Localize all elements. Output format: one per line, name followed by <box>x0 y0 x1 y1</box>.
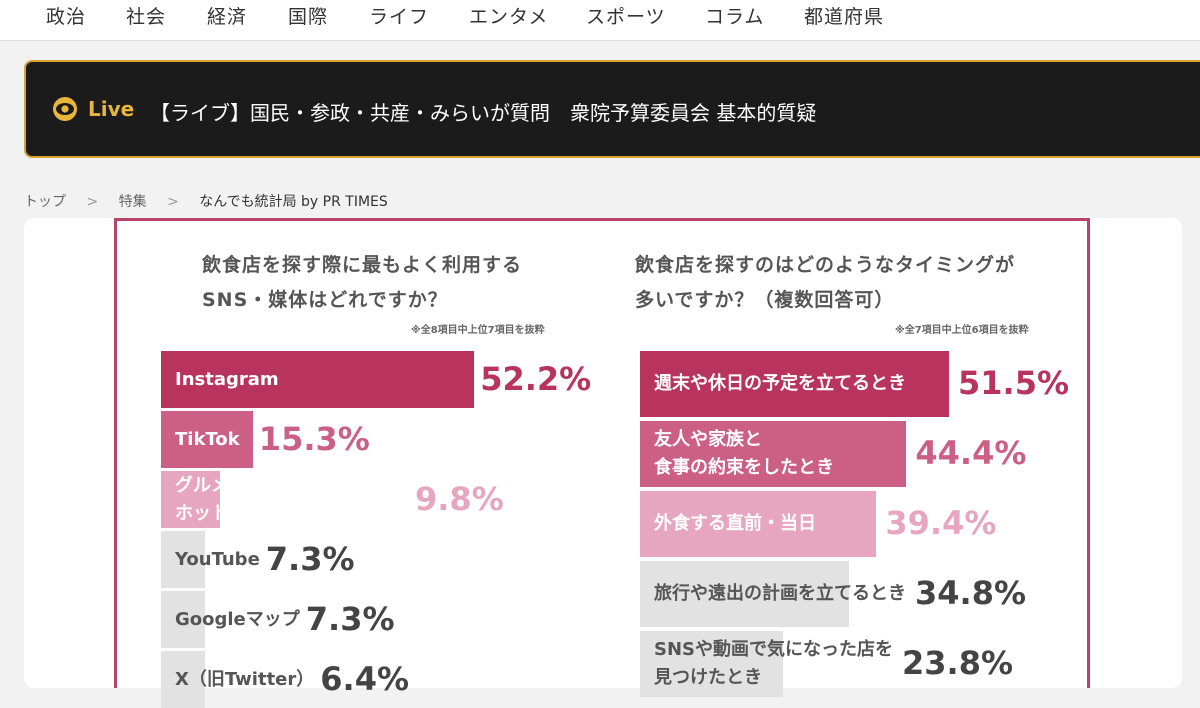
breadcrumb-separator: > <box>86 194 99 210</box>
bar-label: SNSや動画で気になった店を 見つけたとき <box>654 636 893 692</box>
bar-label-line: 食事の約束をしたとき <box>654 457 834 478</box>
bar-value: 23.8% <box>902 644 1014 682</box>
survey-infographic: 飲食店を探す際に最もよく利用する SNS・媒体はどれですか？ ※全8項目中上位7… <box>114 218 1090 708</box>
bar-value: 34.8% <box>915 574 1027 612</box>
bar-value: 44.4% <box>915 434 1027 472</box>
chart-bar <box>161 471 220 528</box>
nav-item-politics[interactable]: 政治 <box>46 6 87 28</box>
chart-bar <box>161 531 205 588</box>
bar-value: 7.3% <box>265 539 355 578</box>
nav-item-society[interactable]: 社会 <box>126 6 167 28</box>
nav-item-sports[interactable]: スポーツ <box>586 6 666 28</box>
chart-right-title: 飲食店を探すのはどのようなタイミングが 多いですか？（複数回答可） <box>635 248 1015 318</box>
bar-label: 友人や家族と食事の約束をしたとき <box>654 426 834 482</box>
nav-item-prefectures[interactable]: 都道府県 <box>804 6 885 28</box>
nav-item-entertainment[interactable]: エンタメ <box>469 6 549 28</box>
chart-left-title: 飲食店を探す際に最もよく利用する SNS・媒体はどれですか？ <box>202 248 522 318</box>
chart-left-title-line1: 飲食店を探す際に最もよく利用する <box>202 254 523 276</box>
bar-label-line: SNSや動画で気になった店を <box>654 639 893 660</box>
top-nav: 政治 社会 経済 国際 ライフ エンタメ スポーツ コラム 都道府県 <box>0 0 1200 41</box>
breadcrumb-current: なんでも統計局 by PR TIMES <box>199 194 388 210</box>
bar-label: 週末や休日の予定を立てるとき <box>654 373 906 394</box>
bar-label: 外食する直前・当日 <box>654 513 816 534</box>
bar-label: TikTok <box>175 428 240 450</box>
nav-item-economy[interactable]: 経済 <box>207 6 248 28</box>
bar-value: 51.5% <box>958 364 1070 402</box>
nav-item-column[interactable]: コラム <box>705 6 765 28</box>
bar-value: 9.8% <box>415 479 504 518</box>
chart-left-title-line2: SNS・媒体はどれですか？ <box>202 289 448 311</box>
bar-label: 旅行や遠出の計画を立てるとき <box>654 583 906 604</box>
bar-value: 7.3% <box>305 599 395 638</box>
bar-value: 39.4% <box>885 504 997 542</box>
live-banner[interactable]: Live 【ライブ】国民・参政・共産・みらいが質問 衆院予算委員会 基本的質疑 <box>24 60 1200 158</box>
breadcrumb-feature[interactable]: 特集 <box>118 194 147 210</box>
nav-item-life[interactable]: ライフ <box>369 6 430 28</box>
breadcrumb-top[interactable]: トップ <box>24 194 66 210</box>
bar-label: X（旧Twitter） <box>175 668 315 690</box>
bar-label-line: 見つけたとき <box>654 667 762 688</box>
breadcrumb: トップ > 特集 > なんでも統計局 by PR TIMES <box>24 191 388 211</box>
chart-bar <box>640 351 949 417</box>
chart-bar <box>640 421 907 487</box>
eye-icon <box>53 97 77 121</box>
bar-label-line: ホットペッパーグルメなど） <box>175 502 409 524</box>
bar-label: Googleマップ <box>175 608 300 630</box>
chart-bar <box>161 591 205 648</box>
live-label: Live <box>88 97 135 121</box>
chart-left-note: ※全8項目中上位7項目を抜粋 <box>411 325 545 336</box>
bar-value: 6.4% <box>320 659 410 698</box>
chart-bar <box>161 411 253 468</box>
bar-label-line: グルメサイト（食べログ・ <box>175 474 391 496</box>
chart-right-note: ※全7項目中上位6項目を抜粋 <box>895 325 1029 336</box>
chart-bar <box>161 351 475 408</box>
bar-label: グルメサイト（食べログ・ ホットペッパーグルメなど） <box>175 472 409 528</box>
chart-bar <box>640 491 877 557</box>
live-title-link[interactable]: 【ライブ】国民・参政・共産・みらいが質問 衆院予算委員会 基本的質疑 <box>150 101 817 125</box>
nav-item-international[interactable]: 国際 <box>288 6 329 28</box>
bar-value: 52.2% <box>480 359 592 398</box>
bar-label-line: 友人や家族と <box>654 429 762 450</box>
chart-right-title-line2: 多いですか？（複数回答可） <box>635 289 895 311</box>
bar-value: 15.3% <box>258 419 370 458</box>
breadcrumb-separator: > <box>167 194 179 210</box>
bar-label: Instagram <box>175 368 279 390</box>
chart-right-title-line1: 飲食店を探すのはどのようなタイミングが <box>635 254 1016 276</box>
chart-bar <box>640 561 849 627</box>
bar-label: YouTube <box>175 548 260 570</box>
